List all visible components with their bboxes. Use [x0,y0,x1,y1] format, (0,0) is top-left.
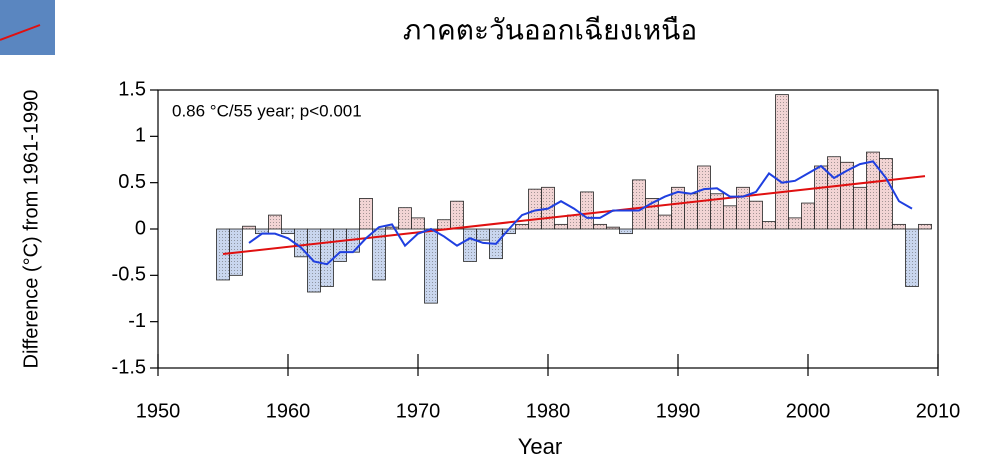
x-tick-label: 1980 [526,400,571,422]
bar-pattern [516,224,529,229]
bar-pattern [867,152,880,229]
bar-pattern [412,218,425,229]
bar-pattern [685,194,698,229]
plot-area: -1.5 -1 -0.5 0 0.5 1 1.5 1950 1960 1970 1980 1990 20… [112,78,961,422]
bar-pattern [776,95,789,229]
bar-pattern [464,229,477,261]
bar-pattern [802,203,815,229]
bar-pattern [425,229,438,303]
bar-pattern [321,229,334,286]
bar-pattern [919,224,932,229]
bar-pattern [724,206,737,229]
bar-pattern [854,187,867,229]
bar-pattern [581,192,594,229]
bar-pattern [399,208,412,229]
x-tick-label: 1960 [266,400,311,422]
chart-title: ภาคตะวันออกเฉียงเหนือ [403,14,697,45]
bar-pattern [750,201,763,229]
bar-pattern [269,215,282,229]
bar-pattern [737,187,750,229]
x-axis-label: Year [518,434,562,459]
bar-pattern [763,222,776,229]
bar-pattern [698,166,711,229]
y-tick-label: 0 [135,217,146,239]
annotation: 0.86 °C/55 year; p<0.001 [172,101,362,120]
bar-pattern [880,159,893,229]
bar-pattern [451,201,464,229]
x-tick-label: 2010 [916,400,961,422]
logo-fragment [0,0,55,55]
bar-pattern [555,224,568,229]
bar-pattern [828,157,841,229]
bar-pattern [594,224,607,229]
bar-pattern [477,229,490,240]
y-axis-label: Difference (°C) from 1961-1990 [20,90,42,369]
bar-pattern [360,198,373,229]
bar-pattern [282,229,295,234]
x-tick-label: 1970 [396,400,441,422]
bar-pattern [659,215,672,229]
bar-pattern [893,224,906,229]
bar-pattern [438,220,451,229]
y-tick-label: 1 [135,125,146,147]
y-tick-label: -1 [128,310,146,332]
bar-pattern [243,226,256,229]
bar-pattern [386,227,399,229]
bar-pattern [906,229,919,286]
bar-pattern [568,215,581,229]
x-tick-label: 1950 [136,400,181,422]
y-tick-label: -1.5 [112,356,146,378]
bar-pattern [789,218,802,229]
x-tick-label: 2000 [786,400,831,422]
chart: ภาคตะวันออกเฉียงเหนือ Year Difference (°… [0,0,982,465]
bar-pattern [620,229,633,234]
bar-pattern [633,180,646,229]
bar-pattern [815,166,828,229]
y-tick-label: -0.5 [112,264,146,286]
bar-pattern [607,227,620,229]
x-tick-label: 1990 [656,400,701,422]
y-tick-label: 1.5 [118,78,146,100]
y-tick-label: 0.5 [118,171,146,193]
